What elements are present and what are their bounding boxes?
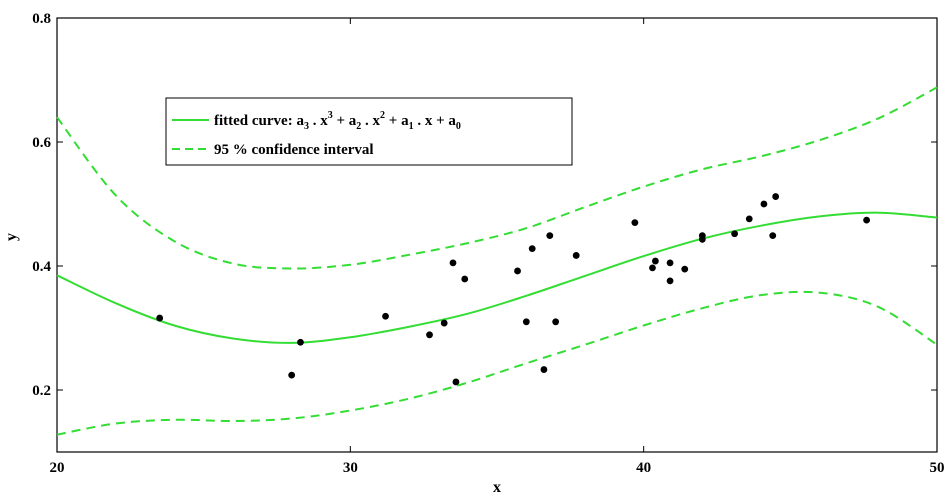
y-tick-label: 0.4	[32, 259, 51, 275]
data-point	[863, 216, 870, 224]
data-point	[514, 267, 521, 275]
data-point	[552, 318, 560, 326]
x-tick-label: 30	[343, 460, 358, 476]
data-point	[698, 235, 706, 243]
data-point	[288, 371, 296, 379]
data-point	[681, 265, 689, 273]
data-point	[297, 338, 304, 346]
data-point	[772, 193, 780, 200]
legend-box	[165, 97, 573, 166]
data-point	[760, 200, 768, 208]
x-tick-label: 40	[636, 460, 651, 476]
data-point	[731, 230, 738, 238]
data-point	[631, 219, 639, 227]
data-point	[666, 259, 674, 267]
confidence-upper-curve	[56, 86, 938, 270]
x-tick-label: 50	[930, 460, 944, 476]
data-point	[461, 275, 469, 283]
plot-area	[56, 17, 938, 453]
y-tick-label: 0.2	[32, 383, 51, 399]
legend-ci-label: 95 % confidence interval	[214, 142, 374, 158]
data-point	[528, 245, 536, 253]
data-point	[156, 314, 164, 322]
y-axis-label: y	[3, 233, 20, 241]
data-point	[440, 319, 448, 327]
data-point	[769, 232, 777, 240]
data-point	[652, 257, 659, 265]
data-point	[649, 264, 656, 272]
legend: fitted curve: a3 . x3 + a2 . x2 + a1 . x…	[165, 97, 573, 166]
data-point	[540, 366, 548, 373]
data-point	[449, 259, 457, 267]
data-point	[546, 232, 554, 240]
data-point	[452, 378, 460, 386]
data-point	[745, 215, 753, 223]
x-tick-label: 20	[50, 460, 65, 476]
data-point	[572, 252, 580, 259]
confidence-lower-curve	[56, 290, 938, 436]
y-tick-label: 0.6	[32, 135, 51, 151]
fitted-curve	[56, 211, 938, 344]
data-points	[156, 193, 870, 386]
data-point	[382, 312, 389, 320]
legend-fit-label: fitted curve: a3 . x3 + a2 . x2 + a1 . x…	[214, 110, 461, 132]
curve-group	[56, 86, 938, 436]
data-point	[666, 277, 674, 285]
x-axis-label: x	[493, 479, 501, 495]
data-point	[522, 318, 530, 326]
data-point	[426, 331, 433, 339]
axis-ticks: 20 30 40 50 0.2 0.4 0.6 0.8	[32, 11, 944, 476]
y-tick-label: 0.8	[32, 11, 51, 27]
